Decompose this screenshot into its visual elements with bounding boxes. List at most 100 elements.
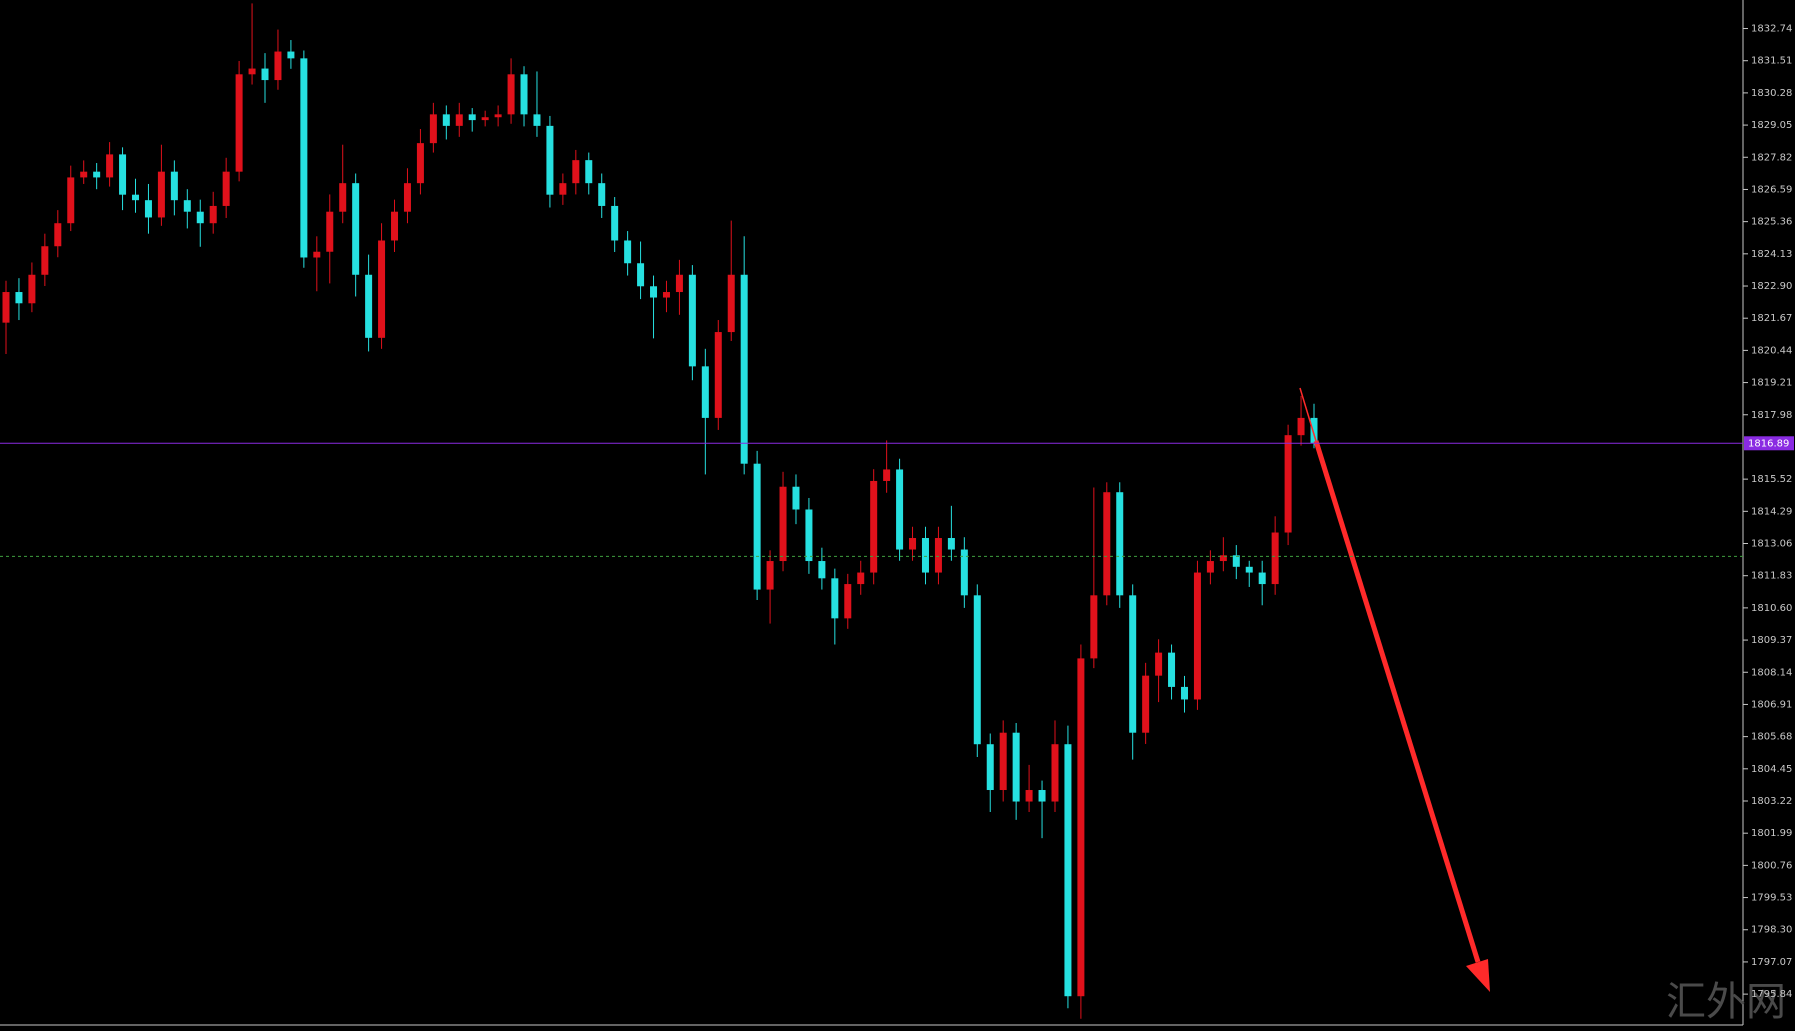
- candle-body: [93, 171, 101, 178]
- y-tick-label: 1805.68: [1751, 732, 1792, 743]
- candle-body: [831, 578, 839, 619]
- y-tick-label: 1820.44: [1751, 345, 1792, 356]
- y-tick-label: 1797.07: [1751, 957, 1792, 968]
- candle-body: [274, 51, 282, 81]
- candle-body: [546, 125, 554, 195]
- candle-body: [727, 274, 735, 333]
- candle-body: [1077, 658, 1085, 997]
- candle-body: [28, 274, 36, 304]
- candle-body: [585, 160, 593, 184]
- candle-body: [572, 160, 580, 184]
- current-price-label: 1816.89: [1748, 438, 1789, 449]
- candle-body: [909, 538, 917, 550]
- y-tick-label: 1815.52: [1751, 474, 1792, 485]
- candle-body: [1116, 492, 1124, 596]
- y-tick-label: 1817.98: [1751, 410, 1792, 421]
- candle-body: [844, 584, 852, 619]
- watermark: 汇外网: [1666, 979, 1786, 1025]
- candle-body: [1129, 595, 1137, 733]
- candle-body: [1219, 555, 1227, 562]
- candle-body: [714, 332, 722, 418]
- candle-body: [559, 183, 567, 195]
- y-tick-label: 1826.59: [1751, 184, 1792, 195]
- candle-body: [1258, 572, 1266, 585]
- candle-body: [455, 114, 463, 126]
- candle-body: [54, 223, 62, 247]
- candle-body: [973, 595, 981, 745]
- candle-body: [792, 486, 800, 510]
- candle-body: [883, 469, 891, 481]
- candle-body: [365, 274, 373, 338]
- candle-body: [403, 183, 411, 212]
- candle-body: [80, 171, 88, 178]
- candle-body: [222, 171, 230, 206]
- candle-body: [986, 744, 994, 791]
- candle-body: [494, 114, 502, 118]
- y-tick-label: 1813.06: [1751, 539, 1792, 550]
- candle-body: [2, 292, 10, 323]
- y-tick-label: 1825.36: [1751, 217, 1792, 228]
- candle-body: [132, 194, 140, 201]
- y-tick-label: 1814.29: [1751, 506, 1792, 517]
- candle-body: [261, 68, 269, 81]
- candle-body: [805, 509, 813, 562]
- candle-body: [1297, 417, 1305, 436]
- candle-body: [1284, 435, 1292, 533]
- candle-body: [675, 274, 683, 293]
- candle-body: [144, 200, 152, 218]
- y-tick-label: 1821.67: [1751, 313, 1792, 324]
- candle-body: [339, 183, 347, 212]
- candle-body: [947, 538, 955, 550]
- candle-body: [106, 154, 114, 178]
- candle-body: [1206, 561, 1214, 573]
- candle-body: [1142, 675, 1150, 733]
- y-tick-label: 1822.90: [1751, 281, 1792, 292]
- candle-body: [416, 143, 424, 184]
- candle-body: [1168, 652, 1176, 687]
- candle-body: [235, 74, 243, 172]
- candle-body: [818, 561, 826, 579]
- candle-body: [637, 263, 645, 287]
- y-tick-label: 1832.74: [1751, 24, 1792, 35]
- candle-body: [209, 205, 217, 224]
- candles: [2, 3, 1318, 1019]
- candle-body: [611, 205, 619, 241]
- candle-body: [1232, 555, 1240, 567]
- candle-body: [662, 292, 670, 298]
- y-tick-label: 1804.45: [1751, 764, 1792, 775]
- candle-body: [1051, 744, 1059, 802]
- candle-body: [896, 469, 904, 550]
- candle-body: [779, 486, 787, 562]
- candle-body: [766, 561, 774, 590]
- candle-body: [429, 114, 437, 144]
- candle-body: [378, 240, 386, 338]
- candle-body: [1155, 652, 1163, 676]
- candle-body: [442, 114, 450, 126]
- candle-body: [1090, 595, 1098, 659]
- y-tick-label: 1809.37: [1751, 635, 1792, 646]
- candle-body: [624, 240, 632, 264]
- candle-body: [1310, 417, 1318, 444]
- candle-body: [1064, 744, 1072, 997]
- candle-body: [170, 171, 178, 201]
- candle-body: [468, 114, 476, 121]
- y-tick-label: 1798.30: [1751, 925, 1792, 936]
- arrow-shaft: [1313, 440, 1481, 963]
- candle-body: [688, 274, 696, 367]
- candle-body: [753, 463, 761, 590]
- candle-body: [1271, 532, 1279, 585]
- y-tick-label: 1830.28: [1751, 88, 1792, 99]
- candle-body: [934, 538, 942, 573]
- candle-body: [701, 366, 709, 418]
- y-tick-label: 1829.05: [1751, 120, 1792, 131]
- candle-body: [300, 58, 308, 258]
- arrow-tail: [1299, 387, 1317, 442]
- y-tick-label: 1803.22: [1751, 796, 1792, 807]
- candle-body: [1245, 566, 1253, 573]
- candle-body: [67, 177, 75, 224]
- candle-body: [650, 286, 658, 298]
- candle-body: [598, 183, 606, 206]
- arrow-head: [1466, 959, 1490, 992]
- candle-body: [520, 74, 528, 115]
